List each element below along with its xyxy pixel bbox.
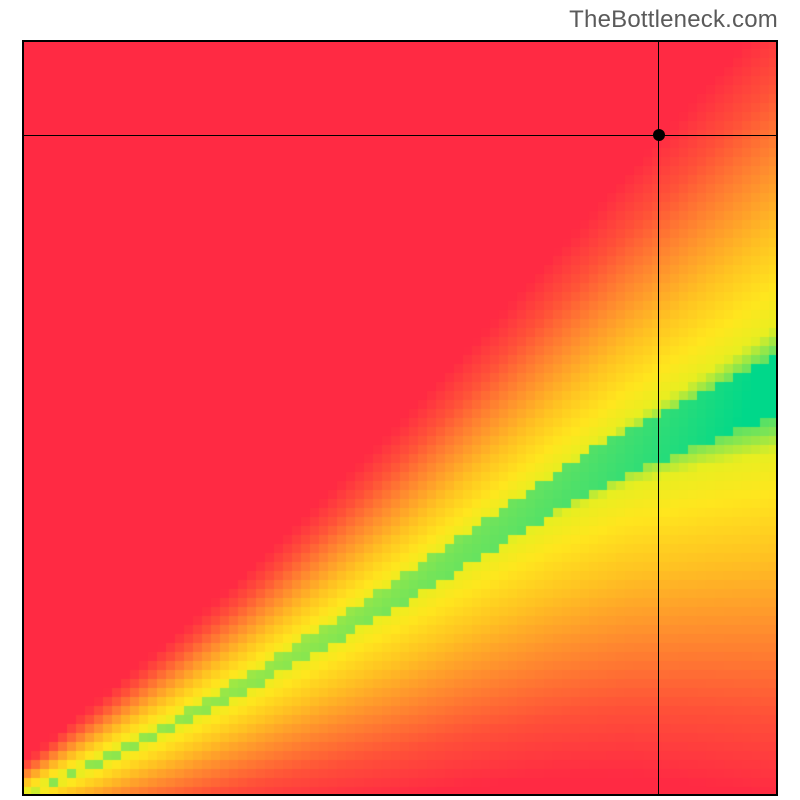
crosshair-horizontal	[22, 135, 778, 136]
watermark-text: TheBottleneck.com	[569, 6, 778, 34]
crosshair-vertical	[658, 40, 659, 796]
heatmap-canvas	[22, 40, 778, 796]
heatmap-plot	[22, 40, 778, 796]
marker-dot	[653, 129, 665, 141]
